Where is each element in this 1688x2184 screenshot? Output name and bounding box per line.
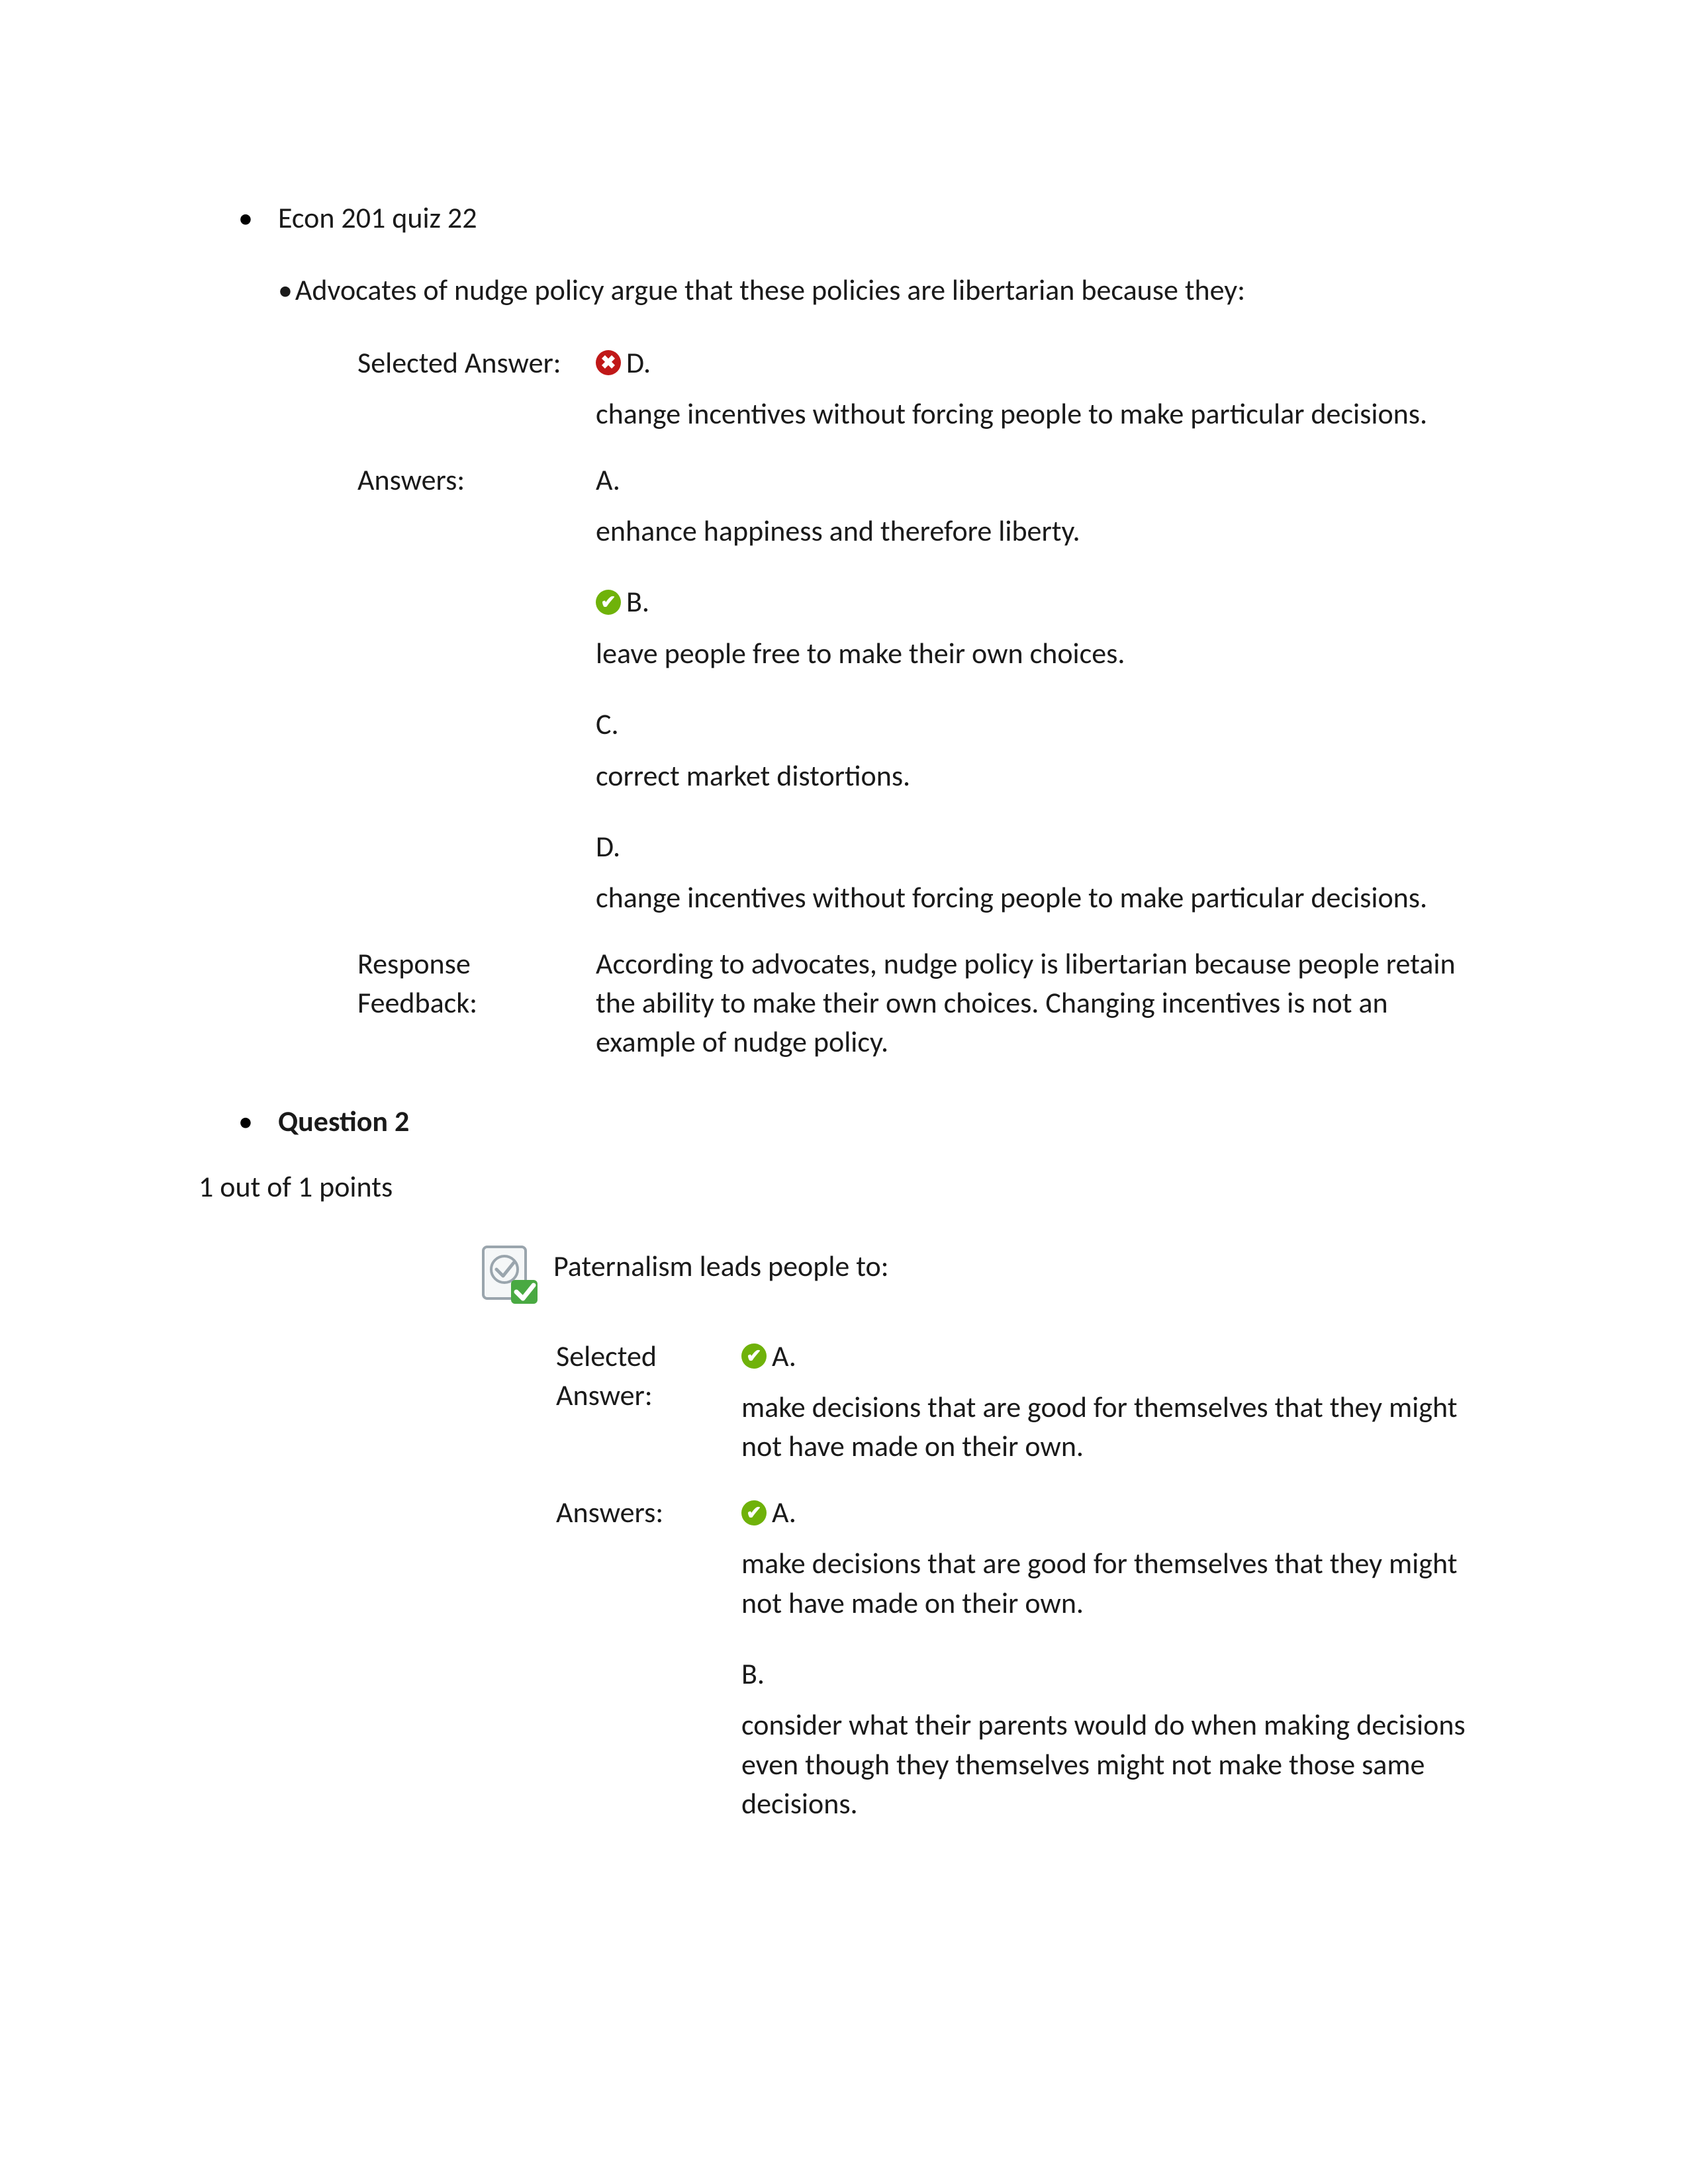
response-feedback-label: Response Feedback: [357,944,596,1023]
q2-selected-value: ✔ A. make decisions that are good for th… [741,1337,1489,1467]
q1-selected-letter: D. [626,343,651,383]
selected-answer-label: Selected Answer: [357,343,596,383]
check-icon: ✔ [596,590,621,615]
q1-selected-value: ✖ D. change incentives without forcing p… [596,343,1489,434]
option-letter: A. [596,461,620,500]
q1-question-span: Advocates of nudge policy argue that the… [295,272,1245,308]
q1-answers-value: A. enhance happiness and therefore liber… [596,461,1489,918]
q2-question-text: Paternalism leads people to: [553,1247,889,1286]
quiz-title: Econ 201 quiz 22 [278,199,1489,238]
check-icon: ✔ [741,1343,767,1369]
q2-question-row: Paternalism leads people to: [477,1247,1489,1310]
wrong-icon: ✖ [596,350,621,375]
q2-option-b-letter: B. [741,1655,1489,1694]
q2-option-b-text: consider what their parents would do whe… [741,1706,1489,1823]
check-icon: ✔ [741,1500,767,1525]
page: Econ 201 quiz 22 Advocates of nudge poli… [0,0,1688,2184]
q2-option-a-text: make decisions that are good for themsel… [741,1544,1489,1623]
q1-selected-text: change incentives without forcing people… [596,394,1489,433]
q1-question-text: Advocates of nudge policy argue that the… [278,271,1489,310]
q2-selected-row: Selected Answer: ✔ A. make decisions tha… [556,1337,1489,1467]
q1-option-d-text: change incentives without forcing people… [596,878,1489,917]
q1-option-c-text: correct market distortions. [596,756,1489,796]
option-letter: B. [741,1655,765,1694]
q2-heading-item: Question 2 [199,1102,1489,1141]
selected-answer-label: Selected Answer: [556,1337,741,1416]
q1-item: Econ 201 quiz 22 Advocates of nudge poli… [199,199,1489,1062]
q2-answers-value: ✔ A. make decisions that are good for th… [741,1493,1489,1824]
q1-feedback-row: Response Feedback: According to advocate… [357,944,1489,1062]
question-list: Econ 201 quiz 22 Advocates of nudge poli… [199,199,1489,1141]
answers-label: Answers: [357,461,596,500]
q2-option-a-letter: ✔ A. [741,1493,1489,1532]
q2-selected-letter: A. [772,1337,796,1376]
q2-selected-text: make decisions that are good for themsel… [741,1388,1489,1467]
option-letter: C. [596,705,619,744]
q1-selected-row: Selected Answer: ✖ D. change incentives … [357,343,1489,434]
answers-label: Answers: [556,1493,741,1532]
q2-heading: Question 2 [278,1103,409,1139]
q1-option-d-letter: D. [596,827,1489,866]
q1-selected-letter-row: ✖ D. [596,343,1489,383]
correct-question-icon [477,1243,540,1306]
option-letter: D. [596,827,620,866]
q1-option-a-text: enhance happiness and therefore liberty. [596,512,1489,551]
q2-block: Paternalism leads people to: Selected An… [477,1247,1489,1824]
q2-details: Selected Answer: ✔ A. make decisions tha… [556,1337,1489,1824]
q1-option-b-text: leave people free to make their own choi… [596,634,1489,673]
q1-details: Selected Answer: ✖ D. change incentives … [357,343,1489,1062]
q2-selected-letter-row: ✔ A. [741,1337,1489,1376]
q1-option-a-letter: A. [596,461,1489,500]
q2-answers-row: Answers: ✔ A. make decisions that are go… [556,1493,1489,1824]
q1-option-c-letter: C. [596,705,1489,744]
q2-points: 1 out of 1 points [199,1167,1489,1206]
q1-feedback-text: According to advocates, nudge policy is … [596,944,1489,1062]
q1-answers-row: Answers: A. enhance happiness and theref… [357,461,1489,918]
option-letter: A. [772,1493,796,1532]
q1-option-b-letter: ✔ B. [596,582,1489,621]
option-letter: B. [626,582,649,621]
